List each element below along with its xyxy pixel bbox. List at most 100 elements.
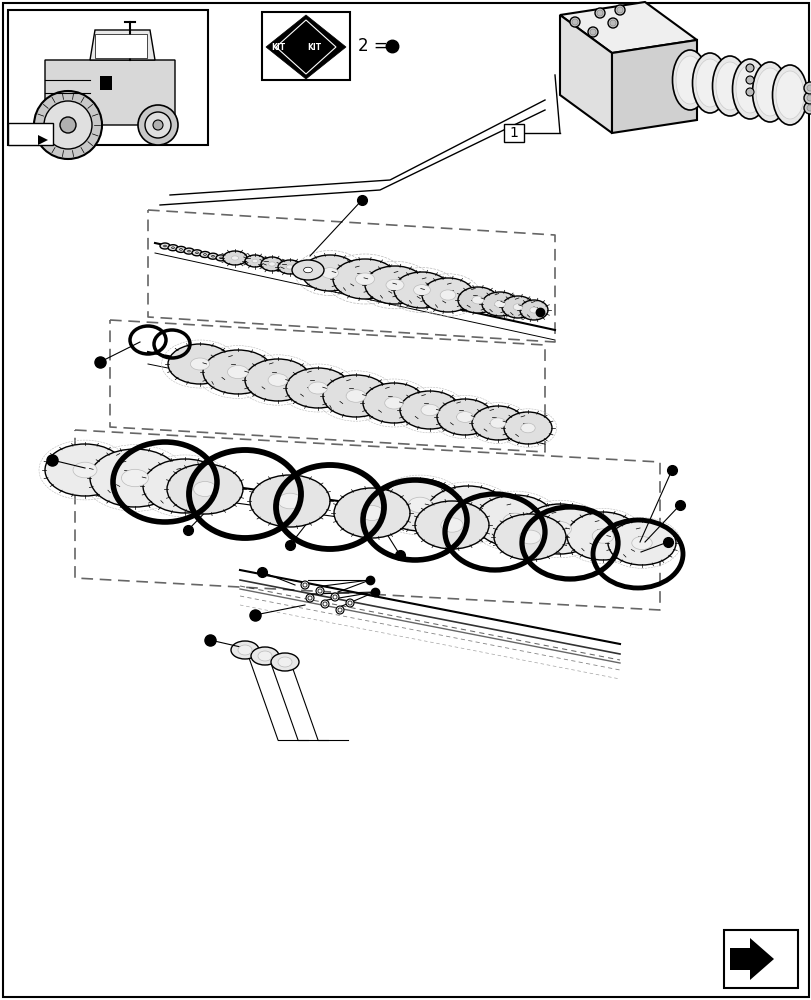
Polygon shape — [45, 60, 175, 125]
Circle shape — [60, 117, 76, 133]
Circle shape — [315, 587, 324, 595]
Text: 2 =: 2 = — [358, 37, 388, 55]
Ellipse shape — [167, 464, 242, 514]
Ellipse shape — [122, 469, 148, 487]
Circle shape — [806, 85, 811, 91]
Ellipse shape — [715, 62, 743, 110]
Polygon shape — [90, 30, 155, 60]
Ellipse shape — [191, 250, 202, 256]
Ellipse shape — [223, 251, 247, 265]
Ellipse shape — [520, 423, 534, 433]
Ellipse shape — [513, 304, 522, 310]
Ellipse shape — [755, 68, 783, 116]
Ellipse shape — [193, 482, 217, 496]
Ellipse shape — [482, 292, 517, 316]
Ellipse shape — [363, 383, 424, 423]
Ellipse shape — [385, 279, 404, 291]
Ellipse shape — [365, 266, 424, 304]
Ellipse shape — [566, 512, 638, 560]
Circle shape — [587, 27, 597, 37]
Circle shape — [607, 18, 617, 28]
Ellipse shape — [190, 358, 209, 370]
Ellipse shape — [457, 287, 497, 313]
Polygon shape — [560, 15, 611, 133]
Ellipse shape — [143, 459, 227, 513]
Circle shape — [571, 19, 577, 25]
Circle shape — [152, 120, 163, 130]
Ellipse shape — [735, 65, 763, 113]
Ellipse shape — [308, 382, 327, 394]
Polygon shape — [611, 40, 696, 133]
Ellipse shape — [360, 506, 383, 520]
Circle shape — [348, 601, 351, 605]
Circle shape — [303, 583, 307, 587]
Ellipse shape — [420, 404, 439, 416]
Ellipse shape — [440, 518, 462, 532]
Ellipse shape — [292, 260, 324, 280]
Ellipse shape — [529, 307, 538, 313]
Ellipse shape — [471, 406, 523, 440]
Ellipse shape — [384, 397, 403, 409]
Ellipse shape — [277, 657, 292, 667]
Circle shape — [34, 91, 102, 159]
Ellipse shape — [440, 290, 455, 300]
Ellipse shape — [333, 259, 397, 299]
Bar — [95, 34, 147, 58]
Ellipse shape — [271, 653, 298, 671]
Ellipse shape — [245, 359, 311, 401]
Circle shape — [307, 596, 311, 600]
Ellipse shape — [168, 344, 232, 384]
Circle shape — [138, 105, 178, 145]
Ellipse shape — [73, 462, 97, 478]
Ellipse shape — [692, 53, 727, 113]
Ellipse shape — [200, 251, 210, 257]
Ellipse shape — [212, 255, 214, 257]
Ellipse shape — [251, 647, 279, 665]
Ellipse shape — [168, 245, 178, 251]
Circle shape — [331, 593, 338, 601]
Circle shape — [745, 76, 753, 84]
Ellipse shape — [591, 529, 613, 543]
Ellipse shape — [176, 246, 186, 252]
Circle shape — [614, 5, 624, 15]
Ellipse shape — [414, 501, 488, 549]
Circle shape — [301, 581, 309, 589]
Ellipse shape — [752, 62, 787, 122]
Ellipse shape — [494, 300, 504, 308]
Ellipse shape — [179, 249, 182, 250]
Ellipse shape — [258, 651, 272, 661]
Circle shape — [44, 101, 92, 149]
Ellipse shape — [407, 497, 431, 513]
Ellipse shape — [501, 296, 534, 318]
Ellipse shape — [504, 412, 551, 444]
Ellipse shape — [160, 243, 169, 249]
Text: KIT: KIT — [307, 43, 320, 52]
Ellipse shape — [45, 444, 125, 496]
Circle shape — [745, 88, 753, 96]
Polygon shape — [560, 2, 696, 53]
Ellipse shape — [251, 259, 258, 263]
Circle shape — [803, 82, 811, 94]
Ellipse shape — [195, 252, 198, 254]
Ellipse shape — [521, 504, 597, 554]
Ellipse shape — [187, 250, 190, 252]
Ellipse shape — [400, 391, 460, 429]
Ellipse shape — [231, 256, 238, 260]
Ellipse shape — [184, 248, 194, 254]
Ellipse shape — [471, 296, 483, 304]
Ellipse shape — [672, 50, 706, 110]
Ellipse shape — [775, 71, 803, 119]
Ellipse shape — [277, 493, 302, 509]
Ellipse shape — [285, 368, 350, 408]
Ellipse shape — [502, 513, 526, 529]
Ellipse shape — [518, 530, 540, 544]
Circle shape — [594, 8, 604, 18]
Ellipse shape — [227, 365, 248, 379]
Ellipse shape — [519, 300, 547, 320]
Ellipse shape — [426, 486, 509, 540]
Circle shape — [337, 608, 341, 612]
Circle shape — [616, 7, 622, 13]
Ellipse shape — [711, 56, 747, 116]
Ellipse shape — [631, 536, 651, 550]
Ellipse shape — [250, 475, 329, 527]
